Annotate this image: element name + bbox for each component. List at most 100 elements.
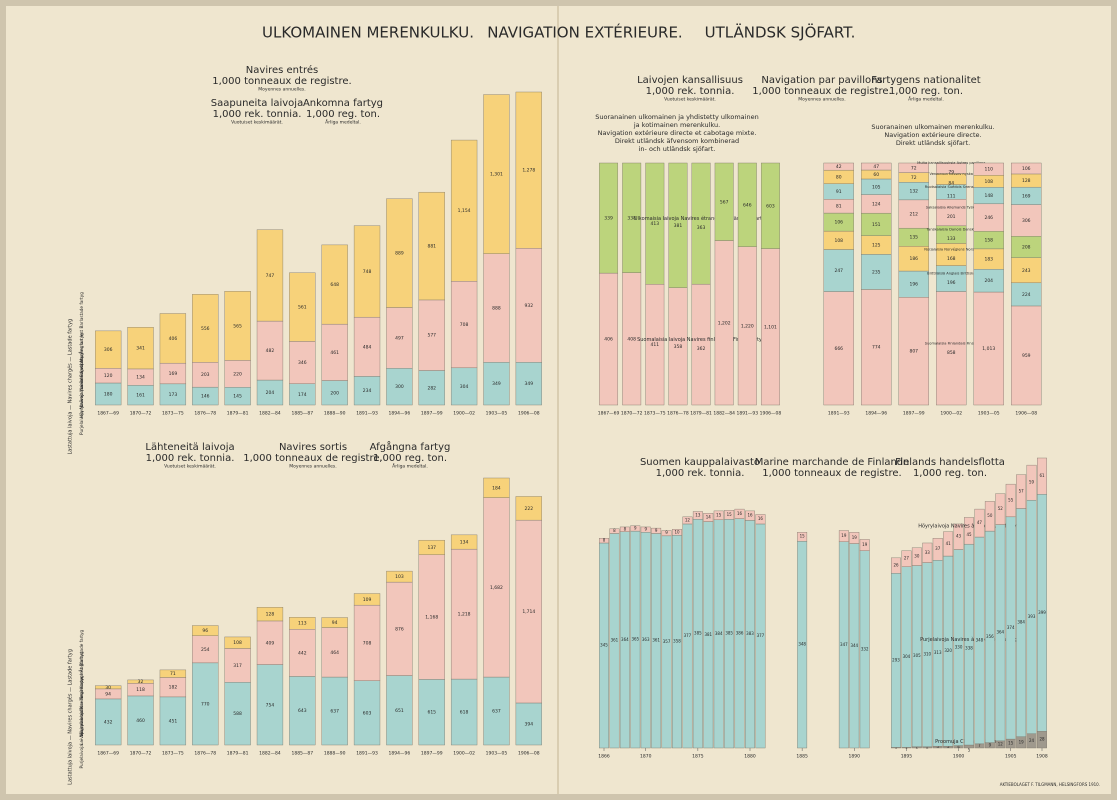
value-label: 306 <box>104 347 113 353</box>
value-label: 133 <box>947 236 956 242</box>
series-label: Purjelaivoja Navires à voile Segelfartyg <box>79 353 84 435</box>
value-label: 8 <box>613 528 616 533</box>
value-label: 50 <box>987 513 993 518</box>
value-label: 43 <box>956 534 962 539</box>
value-label: 1,218 <box>458 612 471 618</box>
bar-segment <box>861 289 892 406</box>
value-label: 146 <box>201 394 210 400</box>
value-label: 203 <box>201 372 210 378</box>
value-label: 1,154 <box>458 208 471 214</box>
bar-segment <box>224 682 251 746</box>
value-label: 81 <box>836 204 842 210</box>
value-label: 377 <box>757 633 765 638</box>
value-label: 3 <box>947 744 950 749</box>
value-label: 385 <box>725 631 733 636</box>
value-label: 80 <box>836 174 842 180</box>
bar-segment <box>823 291 854 406</box>
value-label: 567 <box>720 199 729 205</box>
chart-title: Vuotuiset keskimäärät. <box>164 464 216 470</box>
bar-segment <box>936 291 967 406</box>
value-label: 346 <box>298 360 307 366</box>
value-label: 208 <box>1022 244 1031 250</box>
value-label: 42 <box>836 164 842 170</box>
bar-segment <box>321 676 348 746</box>
value-label: 482 <box>266 348 275 354</box>
bar-segment <box>192 294 219 363</box>
value-label: 310 <box>923 652 931 657</box>
value-label: 108 <box>984 179 993 185</box>
value-label: 13 <box>695 512 701 517</box>
x-tick-label: 1876—78 <box>194 411 216 417</box>
bar-segment <box>450 534 478 550</box>
x-tick-label: 1867—69 <box>97 411 119 417</box>
bar-segment <box>515 91 542 249</box>
chart-title: 1,000 rek. tonnia. <box>656 468 745 479</box>
value-label: 9 <box>634 525 637 530</box>
value-label: 16 <box>737 511 743 516</box>
chart-title: Finlands handelsflotta <box>895 457 1005 468</box>
x-tick-label: 1906—08 <box>518 751 540 757</box>
chart-title: Vuotuiset keskimäärät. <box>231 120 283 126</box>
bar-segment <box>256 620 284 665</box>
bar-segment <box>599 162 619 274</box>
value-label: 24 <box>1029 738 1035 743</box>
bar-segment <box>640 526 651 533</box>
value-label: 234 <box>363 388 372 394</box>
bar-segment <box>450 367 478 406</box>
value-label: 876 <box>395 626 404 632</box>
bar-segment <box>1037 457 1047 495</box>
value-label: 406 <box>604 337 613 343</box>
bar-segment <box>386 675 413 746</box>
series-label: Saksalaisia Allemands Tyska <box>926 206 977 210</box>
value-label: 347 <box>840 642 848 647</box>
value-label: 304 <box>903 654 911 659</box>
chart-title: Navigation extérieure directe. <box>884 131 981 139</box>
value-label: 174 <box>298 392 307 398</box>
bar-segment <box>861 162 892 171</box>
value-label: 338 <box>965 646 973 651</box>
value-label: 108 <box>233 640 242 646</box>
value-label: 128 <box>1022 178 1031 184</box>
value-label: 113 <box>298 621 307 627</box>
value-label: 3 <box>936 744 939 749</box>
chart-title: 1,000 reg. ton. <box>373 453 447 464</box>
value-label: 556 <box>201 326 210 332</box>
x-tick-label: 1870—72 <box>130 751 152 757</box>
bar-segment <box>321 627 348 678</box>
bar-segment <box>823 162 854 171</box>
value-label: 182 <box>169 685 178 691</box>
value-label: 201 <box>947 214 956 220</box>
bar-segment <box>973 291 1004 406</box>
bar-segment <box>668 162 688 288</box>
bar-segment <box>224 291 251 361</box>
value-label: 932 <box>525 303 534 309</box>
bar-segment <box>973 162 1004 176</box>
value-label: 643 <box>298 708 307 714</box>
value-label: 30 <box>914 554 920 559</box>
value-label: 374 <box>1007 625 1015 630</box>
value-label: 344 <box>850 643 858 648</box>
value-label: 30 <box>105 685 111 691</box>
bar-segment <box>630 525 641 532</box>
bar-segment <box>127 695 154 746</box>
bar-segment <box>898 162 929 173</box>
chart-title: Suoranainen ulkomainen ja yhdistetty ulk… <box>595 113 758 121</box>
value-label: 41 <box>946 541 952 546</box>
value-label: 61 <box>1039 473 1045 478</box>
value-label: 618 <box>460 710 469 716</box>
value-label: 27 <box>904 556 910 561</box>
x-tick-label: 1897—99 <box>421 751 443 757</box>
value-label: 300 <box>395 384 404 390</box>
bar-segment <box>838 530 849 542</box>
bar-segment <box>859 539 870 551</box>
bar-segment <box>599 538 609 544</box>
value-label: 1,278 <box>522 168 535 174</box>
value-label: 145 <box>233 394 242 400</box>
value-label: 384 <box>715 631 723 636</box>
chart-title: 1,000 tonneaux de registre. <box>752 86 891 97</box>
value-label: 118 <box>136 687 145 693</box>
bar-segment <box>849 532 860 544</box>
bar-segment <box>450 281 478 369</box>
